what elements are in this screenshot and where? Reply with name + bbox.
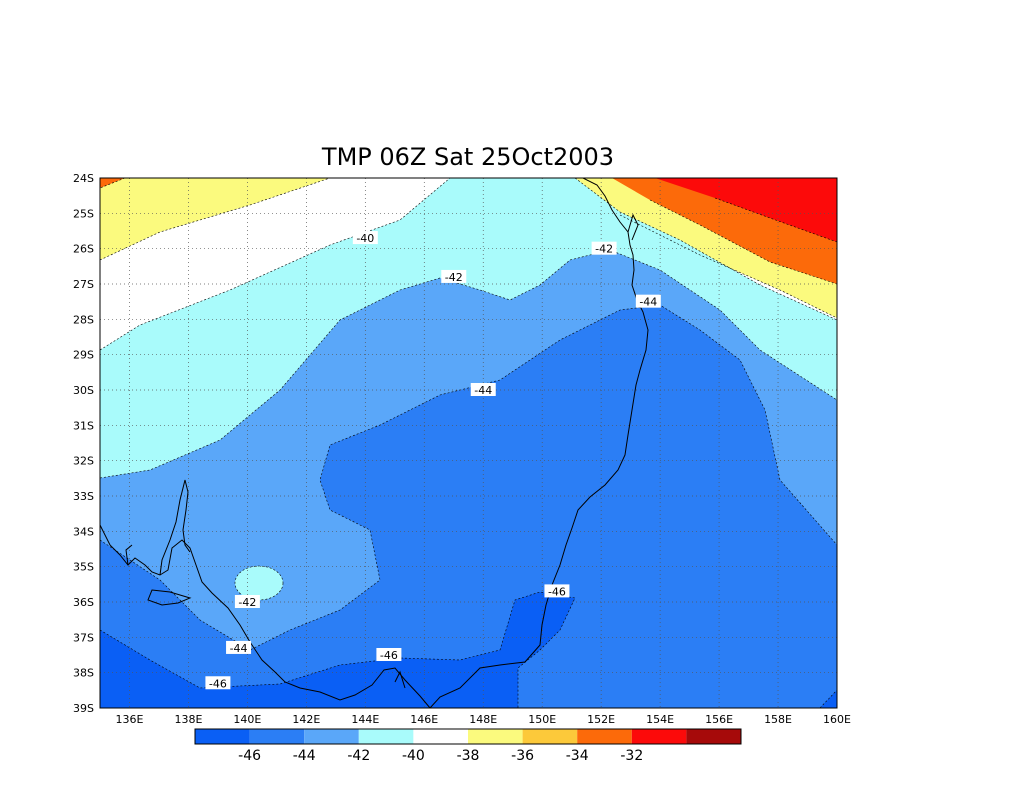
lat-tick-label: 33S bbox=[73, 490, 94, 503]
band-neg38-neg36-west bbox=[100, 178, 330, 260]
contour-label-text: -46 bbox=[209, 677, 227, 690]
colorbar-tick-label: -38 bbox=[457, 748, 480, 764]
colorbar-swatch bbox=[358, 729, 414, 744]
contour-label-text: -44 bbox=[639, 296, 657, 309]
contour-label: -44 bbox=[470, 383, 496, 397]
lon-tick-label: 158E bbox=[764, 713, 792, 726]
contour-label: -42 bbox=[441, 269, 467, 284]
colorbar-swatch bbox=[195, 729, 250, 744]
colorbar-swatch bbox=[631, 729, 687, 744]
contour-label: -46 bbox=[376, 648, 402, 662]
lat-tick-label: 27S bbox=[73, 278, 94, 291]
contour-label: -44 bbox=[635, 294, 661, 309]
contour-label-box bbox=[234, 595, 260, 608]
lon-tick-label: 136E bbox=[116, 713, 144, 726]
contour-label-box bbox=[376, 648, 402, 661]
contour-label-box bbox=[470, 383, 496, 396]
contour-label: -44 bbox=[226, 640, 252, 655]
colorbar-swatch bbox=[577, 729, 632, 744]
lat-tick-label: 36S bbox=[73, 596, 94, 609]
band-neg46-neg44 bbox=[100, 305, 837, 708]
colorbar-swatch bbox=[522, 729, 578, 744]
colorbar-tick-label: -36 bbox=[511, 748, 534, 764]
contour-label: -40 bbox=[352, 231, 378, 245]
lat-tick-label: 24S bbox=[73, 172, 94, 185]
longitude-axis: 136E 138E 140E 142E 144E 146E 148E 150E 152E 154E… bbox=[116, 713, 852, 726]
lat-tick-label: 28S bbox=[73, 313, 94, 326]
contour-label-box bbox=[441, 269, 467, 283]
contour-label: -46 bbox=[544, 584, 570, 598]
colorbar: -46 -44 -42 -40 -38 -36 -34 -32 bbox=[194, 728, 742, 764]
contour-label-box bbox=[352, 231, 378, 245]
contour-lines bbox=[100, 178, 837, 708]
lat-tick-label: 34S bbox=[73, 525, 94, 538]
map-title: TMP 06Z Sat 25Oct2003 bbox=[321, 143, 614, 171]
contour-label-text: -46 bbox=[380, 649, 398, 662]
lat-tick-label: 29S bbox=[73, 349, 94, 362]
lon-tick-label: 156E bbox=[705, 713, 733, 726]
colorbar-tick-label: -46 bbox=[238, 748, 261, 764]
colorbar-frame bbox=[194, 728, 742, 745]
colorbar-swatch bbox=[468, 729, 523, 744]
lat-tick-label: 38S bbox=[73, 667, 94, 680]
colorbar-tick-label: -42 bbox=[347, 748, 370, 764]
lat-tick-label: 30S bbox=[73, 384, 94, 397]
contour-label-box bbox=[544, 584, 570, 598]
colorbar-tick-label: -44 bbox=[293, 748, 316, 764]
latitude-axis: 24S 25S 26S 27S 28S 29S 30S 31S 32S 33S 34S 35S 36S 3… bbox=[73, 172, 94, 715]
lon-tick-label: 142E bbox=[292, 713, 320, 726]
lat-tick-label: 31S bbox=[73, 419, 94, 432]
coastline bbox=[100, 178, 649, 708]
colorbar-swatch bbox=[413, 729, 468, 744]
contour-label-text: -44 bbox=[474, 384, 492, 397]
lon-tick-label: 154E bbox=[646, 713, 674, 726]
contour-label-text: -42 bbox=[238, 596, 256, 609]
plot-frame bbox=[99, 177, 838, 709]
contour-labels: -40 -42 -42 -44 -44 -46 -42 -44 -46 -46 bbox=[205, 231, 661, 690]
contour-label: -42 bbox=[591, 241, 617, 256]
contour-label-text: -46 bbox=[548, 585, 566, 598]
lon-tick-label: 138E bbox=[174, 713, 202, 726]
contour-label-text: -42 bbox=[445, 271, 463, 284]
lon-tick-label: 150E bbox=[528, 713, 556, 726]
contour-label-box bbox=[226, 640, 252, 654]
colorbar-swatch bbox=[686, 729, 741, 744]
colorbar-swatch bbox=[249, 729, 305, 744]
lon-tick-label: 140E bbox=[233, 713, 261, 726]
lat-tick-label: 25S bbox=[73, 207, 94, 220]
band-neg34-neg32-east bbox=[655, 178, 837, 242]
lon-tick-label: 160E bbox=[823, 713, 851, 726]
colorbar-swatch bbox=[304, 729, 359, 744]
lon-tick-label: 148E bbox=[469, 713, 497, 726]
lon-tick-label: 152E bbox=[587, 713, 615, 726]
colorbar-tick-label: -40 bbox=[402, 748, 425, 764]
contour-label-text: -42 bbox=[595, 243, 613, 256]
contour-label-box bbox=[591, 241, 617, 255]
lon-tick-label: 144E bbox=[351, 713, 379, 726]
lat-tick-label: 37S bbox=[73, 631, 94, 644]
lat-tick-label: 39S bbox=[73, 702, 94, 715]
map-grid bbox=[100, 178, 837, 708]
contour-label-text: -40 bbox=[356, 232, 374, 245]
contour-label: -46 bbox=[205, 676, 231, 690]
contour-label-text: -44 bbox=[230, 642, 248, 655]
lat-tick-label: 32S bbox=[73, 455, 94, 468]
lat-tick-label: 26S bbox=[73, 243, 94, 256]
contour-label-box bbox=[205, 676, 231, 690]
plot-area bbox=[100, 178, 837, 708]
colorbar-tick-label: -34 bbox=[566, 748, 589, 764]
contour-label: -42 bbox=[234, 595, 260, 609]
lat-tick-label: 35S bbox=[73, 561, 94, 574]
contour-label-box bbox=[635, 294, 661, 308]
colorbar-tick-label: -32 bbox=[620, 748, 643, 764]
band-below-neg46 bbox=[100, 592, 575, 708]
lon-tick-label: 146E bbox=[410, 713, 438, 726]
band-neg42-neg40-island bbox=[234, 565, 284, 601]
